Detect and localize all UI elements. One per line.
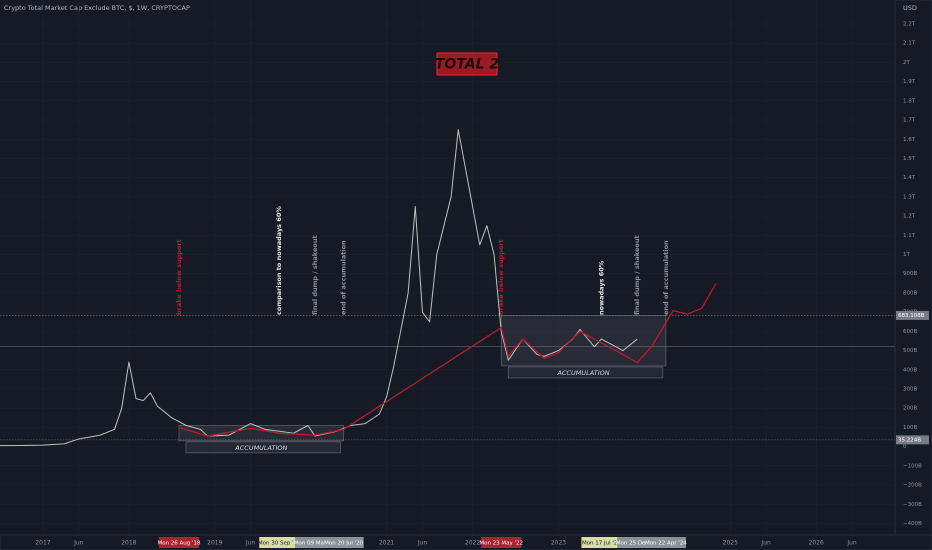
y-tick-label: 1.1T: [903, 233, 916, 239]
y-tick-label: −200B: [903, 483, 922, 489]
chart-header: Crypto Total Market Cap Exclude BTC, $, …: [4, 4, 190, 12]
y-tick-label: 500B: [903, 348, 917, 354]
x-tick-label: Jun: [245, 540, 256, 547]
annotation: brake below support: [497, 239, 505, 315]
accumulation-box: [500, 315, 667, 367]
accumulation-label-box: [185, 441, 341, 454]
y-tick-label: 1.3T: [903, 194, 916, 200]
accumulation-label: ACCUMULATION: [556, 369, 609, 377]
date-label-box: [617, 537, 658, 548]
y-tick-label: 100B: [903, 425, 917, 431]
annotation: end of accumulation: [340, 240, 348, 315]
date-label-box: [259, 537, 300, 548]
date-label-box: [323, 537, 364, 548]
y-tick-label: 1.8T: [903, 98, 916, 104]
y-tick-label: −100B: [903, 463, 922, 469]
accumulation-label-box: [507, 366, 664, 379]
time-axis: [0, 534, 932, 550]
series-line: [0, 129, 638, 447]
date-label: Mon 23 May '22: [479, 541, 523, 547]
date-label: Mon 26 Aug '18: [157, 541, 201, 547]
date-label: Mon 09 Mar '20: [294, 541, 337, 547]
annotation: nowadays 60%: [597, 260, 605, 315]
annotation: final dump / shakeout: [633, 235, 641, 315]
currency: USD: [903, 4, 917, 12]
y-tick-label: 1.9T: [903, 79, 916, 85]
annotation: brake below support: [175, 239, 183, 315]
price-label-box: [896, 310, 929, 320]
title-box: [436, 52, 498, 76]
x-tick-label: 2025: [723, 540, 738, 547]
date-label-box: [481, 537, 522, 548]
x-tick-label: Jun: [73, 540, 84, 547]
y-tick-label: 2.1T: [903, 41, 916, 47]
date-label: Mon 25 Dec '23: [616, 541, 659, 547]
y-tick-label: 1.4T: [903, 175, 916, 181]
x-tick-label: 2018: [121, 540, 136, 547]
y-tick-label: 800B: [903, 290, 917, 296]
x-tick-label: 2023: [551, 540, 566, 547]
x-tick-label: Jun: [417, 540, 428, 547]
y-tick-label: 200B: [903, 406, 917, 412]
annotation: end of accumulation: [662, 240, 670, 315]
chart-title: TOTAL 2: [435, 57, 499, 73]
x-tick-label: Jun: [846, 540, 857, 547]
y-tick-label: 2.2T: [903, 22, 916, 28]
annotation: final dump / shakeout: [311, 235, 319, 315]
x-tick-label: 2017: [35, 540, 50, 547]
y-tick-label: −300B: [903, 502, 922, 508]
y-tick-label: 300B: [903, 387, 917, 393]
y-tick-label: 1.6T: [903, 137, 916, 143]
accumulation-label: ACCUMULATION: [234, 444, 287, 452]
y-tick-label: 0: [903, 444, 907, 450]
x-tick-label: Jun: [760, 540, 771, 547]
price-axis: [894, 0, 932, 550]
x-tick-label: 2022: [465, 540, 480, 547]
accumulation-box: [178, 425, 344, 442]
x-tick-label: 2019: [207, 540, 222, 547]
price-label: 35.224B: [898, 437, 921, 443]
series-line: [178, 283, 717, 437]
date-label-box: [645, 537, 686, 548]
y-tick-label: −400B: [903, 521, 922, 527]
plot: ACCUMULATION ACCUMULATION brake below supp…: [0, 129, 895, 454]
x-tick-label: 2026: [809, 540, 824, 547]
y-tick-label: 1.7T: [903, 118, 916, 124]
date-label: Mon 17 Jul '23: [582, 541, 621, 547]
date-label-box: [581, 537, 622, 548]
y-tick-label: 600B: [903, 329, 917, 335]
y-tick-label: 900B: [903, 271, 917, 277]
date-label-box: [295, 537, 336, 548]
price-label: 683.108B: [898, 313, 925, 319]
annotation: comparison to nowadays 60%: [275, 206, 283, 315]
x-tick-label: 2021: [379, 540, 394, 547]
date-label: Mon 20 Jul '20: [324, 541, 363, 547]
y-tick-label: 2T: [903, 60, 910, 66]
y-tick-label: 1T: [903, 252, 910, 258]
date-label-box: [159, 537, 199, 548]
date-label: Mon 22 Apr '24: [645, 541, 687, 547]
y-tick-label: 1.5T: [903, 156, 916, 162]
y-tick-label: 1.2T: [903, 214, 916, 220]
y-tick-label: 400B: [903, 367, 917, 373]
date-label: Mon 30 Sep '19: [258, 541, 301, 547]
price-label-box: [896, 435, 929, 445]
